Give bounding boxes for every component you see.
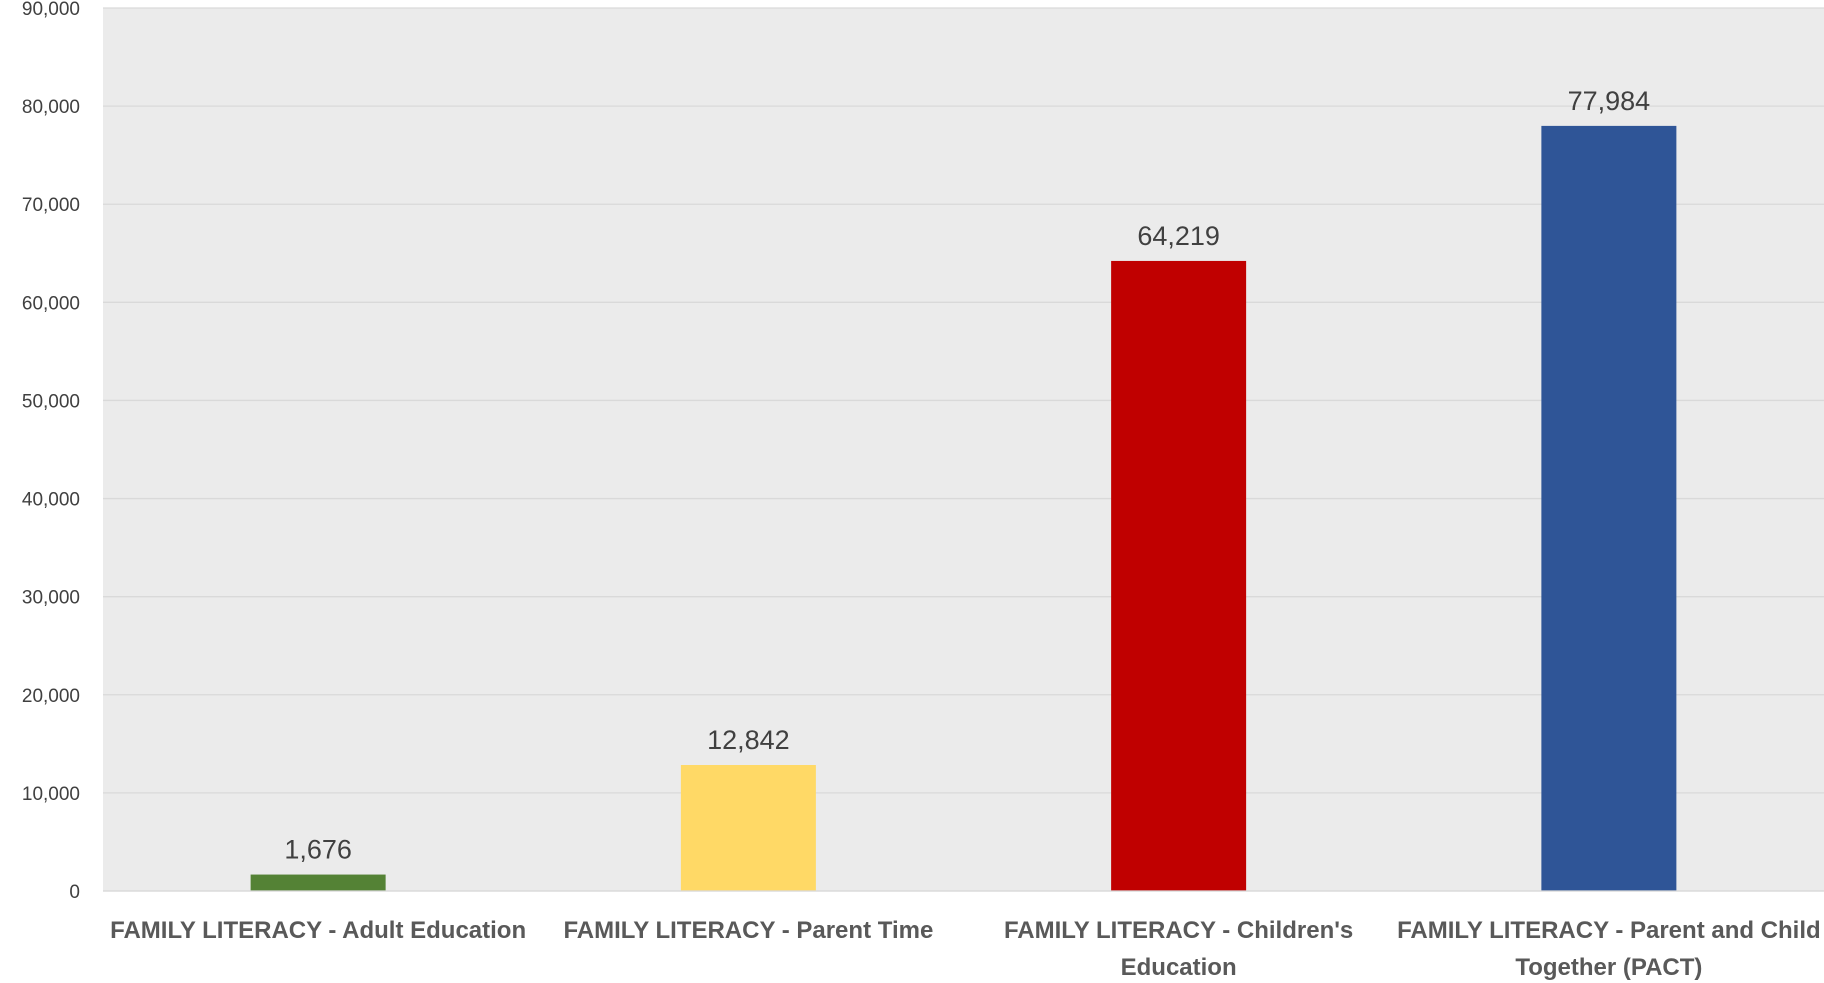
x-tick-label: Together (PACT)	[1515, 954, 1702, 981]
y-tick-label: 80,000	[22, 97, 80, 118]
bar	[681, 765, 816, 891]
y-axis: 0 10,000 20,000 30,000 40,000 50,000 60,000 70,…	[22, 0, 80, 903]
y-tick-label: 0	[69, 882, 80, 903]
x-tick-label: Education	[1121, 954, 1237, 981]
y-tick-label: 40,000	[22, 490, 80, 511]
data-label: 12,842	[707, 725, 790, 755]
y-tick-label: 10,000	[22, 784, 80, 805]
y-tick-label: 60,000	[22, 293, 80, 314]
x-axis: FAMILY LITERACY - Adult Education FAMILY …	[103, 891, 1824, 981]
bar	[1111, 261, 1246, 891]
data-label: 1,676	[284, 835, 352, 865]
x-tick-label: FAMILY LITERACY - Adult Education	[110, 917, 526, 944]
x-tick-label: FAMILY LITERACY - Parent and Child	[1397, 917, 1821, 944]
data-label: 64,219	[1137, 221, 1220, 251]
y-tick-label: 70,000	[22, 195, 80, 216]
y-tick-label: 50,000	[22, 391, 80, 412]
x-tick-label: FAMILY LITERACY - Children's	[1004, 917, 1353, 944]
y-tick-label: 30,000	[22, 588, 80, 609]
x-tick-label: FAMILY LITERACY - Parent Time	[563, 917, 933, 944]
y-tick-label: 20,000	[22, 686, 80, 707]
y-tick-label: 90,000	[22, 0, 80, 20]
bar	[1541, 126, 1676, 891]
bar	[251, 875, 386, 891]
data-label: 77,984	[1568, 86, 1651, 116]
